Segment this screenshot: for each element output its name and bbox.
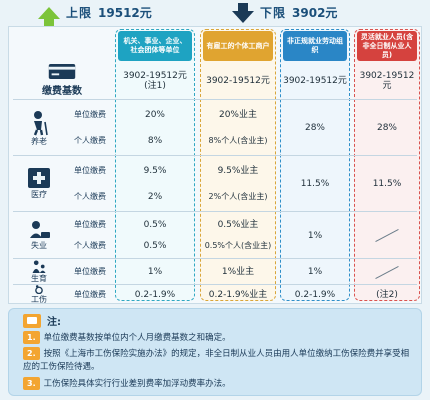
note-icon [23, 313, 41, 328]
not-applicable-mark [375, 265, 399, 279]
injury-individual-business: 0.2-1.9%业主 [208, 290, 268, 300]
row-label-pension: 养老 [13, 101, 65, 155]
note-2: 2. 按照《上海市工伤保险实施办法》的规定，非全日制从业人员由用人单位缴纳工伤保险… [23, 347, 415, 374]
column-header-institutions: 机关、事业、企业、社会团体等单位 [118, 31, 192, 61]
medical-label: 医疗 [31, 189, 47, 199]
base-informal-labor: 3902-19512元 [283, 76, 347, 86]
injury-institutions: 0.2-1.9% [134, 290, 176, 300]
medical-cross-icon [28, 167, 50, 188]
injury-label: 工伤 [31, 295, 47, 304]
row-divider [13, 211, 417, 212]
pension-label: 养老 [31, 136, 47, 146]
medical-unit-individual-business: 9.5%业主 [217, 166, 259, 176]
unemployment-unit-label: 单位缴费 [74, 220, 106, 229]
unemployment-informal-labor: 1% [307, 230, 323, 241]
arrow-down-icon [232, 2, 254, 23]
lower-limit-value: 3902元 [292, 6, 338, 20]
pension-personal-label: 个人缴费 [74, 136, 106, 145]
pension-informal-labor: 28% [304, 123, 325, 133]
column-institutions [115, 29, 195, 301]
notes-title: 注: [47, 317, 61, 328]
note-2-text: 按照《上海市工伤保险实施办法》的规定，非全日制从业人员由用人单位缴纳工伤保险费并… [23, 349, 410, 372]
notes-panel: 注: 1. 单位缴费基数按单位内个人月缴费基数之和确定。 2. 按照《上海市工伤保险… [8, 308, 422, 396]
unemployment-personal-individual-business: 0.5%个人(含业主) [204, 241, 272, 250]
note-3: 3. 工伤保险具体实行行业差别费率加浮动费率办法。 [23, 377, 415, 391]
medical-personal-institutions: 2% [147, 192, 163, 202]
row-divider [13, 284, 417, 285]
lower-limit: 下限 3902元 [232, 2, 338, 23]
note-3-text: 工伤保险具体实行行业差别费率加浮动费率办法。 [43, 379, 231, 389]
row-divider [13, 258, 417, 259]
note-1-number: 1. [23, 331, 40, 344]
elderly-icon [33, 110, 48, 135]
unemployment-unit-individual-business: 0.5%业主 [217, 220, 259, 230]
row-label-medical: 医疗 [13, 157, 65, 209]
maternity-informal-labor: 1% [307, 267, 323, 277]
row-divider [13, 99, 417, 100]
medical-informal-labor: 11.5% [300, 179, 330, 189]
note-3-number: 3. [23, 377, 40, 390]
column-header-individual-business: 有雇工的个体工商户 [203, 31, 273, 61]
maternity-label: 生育 [31, 274, 47, 283]
medical-personal-individual-business: 2%个人(含业主) [208, 192, 268, 201]
medical-personal-label: 个人缴费 [74, 192, 106, 201]
row-label-unemployment: 失业 [13, 213, 65, 257]
injury-unit-label: 单位缴费 [74, 290, 106, 299]
wheelchair-icon [35, 285, 43, 294]
pension-personal-institutions: 8% [147, 136, 163, 146]
base-flexible-employment: 3902-19512元 [359, 71, 415, 91]
row-label-base: 缴费基数 [13, 63, 111, 97]
base-label: 缴费基数 [42, 86, 82, 97]
family-icon [32, 260, 46, 273]
not-applicable-mark [375, 228, 399, 243]
unemployment-unit-institutions: 0.5% [143, 220, 167, 230]
row-label-maternity: 生育 [13, 260, 65, 284]
note-1: 1. 单位缴费基数按单位内个人月缴费基数之和确定。 [23, 331, 415, 345]
injury-flexible-employment: (注2) [376, 290, 398, 300]
upper-limit: 上限 19512元 [38, 4, 152, 27]
pension-unit-label: 单位缴费 [74, 110, 106, 119]
card-icon [48, 63, 76, 80]
base-individual-business: 3902-19512元 [206, 76, 270, 86]
row-label-injury: 工伤 [13, 285, 65, 305]
limits-bar: 上限 19512元 下限 3902元 [0, 0, 430, 28]
pension-unit-individual-business: 20%业主 [218, 110, 257, 120]
pension-personal-individual-business: 8%个人(含业主) [208, 136, 268, 145]
upper-limit-label: 上限 [66, 6, 93, 20]
unemployed-icon [30, 220, 50, 238]
upper-limit-value: 19512元 [98, 6, 152, 20]
medical-flexible-employment: 11.5% [372, 179, 402, 189]
maternity-unit-label: 单位缴费 [74, 267, 106, 276]
lower-limit-label: 下限 [260, 6, 287, 20]
column-informal-labor [280, 29, 350, 301]
unemployment-flexible-employment-na [356, 215, 418, 256]
unemployment-label: 失业 [31, 240, 47, 250]
maternity-flexible-employment-na [356, 262, 418, 282]
medical-unit-label: 单位缴费 [74, 166, 106, 175]
maternity-individual-business: 1%业主 [221, 267, 255, 277]
unemployment-personal-label: 个人缴费 [74, 241, 106, 250]
injury-informal-labor: 0.2-1.9% [294, 290, 336, 300]
column-header-informal-labor: 非正规就业劳动组织 [283, 31, 347, 61]
pension-flexible-employment: 28% [376, 123, 397, 133]
medical-unit-institutions: 9.5% [143, 166, 167, 176]
note-2-number: 2. [23, 347, 40, 360]
base-institutions: 3902-19512元(注1) [123, 71, 187, 91]
note-1-text: 单位缴费基数按单位内个人月缴费基数之和确定。 [43, 333, 231, 343]
contribution-table: 机关、事业、企业、社会团体等单位 有雇工的个体工商户 非正规就业劳动组织 灵活就… [8, 26, 422, 304]
row-divider [13, 155, 417, 156]
arrow-up-icon [38, 6, 60, 27]
maternity-institutions: 1% [147, 267, 163, 277]
notes-heading: 注: [23, 313, 61, 328]
column-header-flexible-employment: 灵活就业人员(含非全日制从业人员) [357, 31, 417, 61]
unemployment-personal-institutions: 0.5% [143, 241, 167, 251]
column-flexible-employment [354, 29, 420, 301]
column-individual-business [200, 29, 276, 301]
pension-unit-institutions: 20% [144, 110, 165, 120]
